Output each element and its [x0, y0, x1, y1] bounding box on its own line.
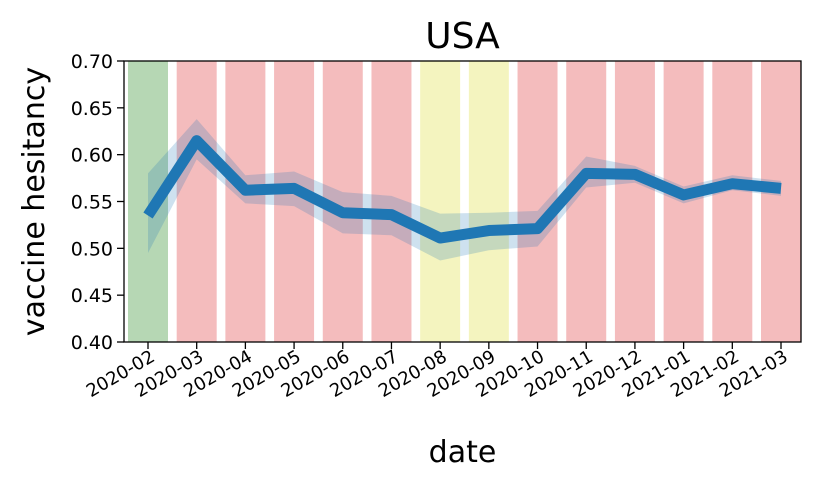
y-tick-label: 0.70: [71, 51, 113, 73]
band-2020-10: [517, 61, 558, 342]
series-line: [143, 135, 782, 244]
band-2020-05: [274, 61, 315, 342]
band-2020-08: [420, 61, 461, 342]
chart-title: USA: [425, 16, 500, 57]
y-axis: 0.40 0.45 0.50 0.55 0.60 0.65 0.70: [71, 51, 124, 354]
y-axis-label: vaccine hesitancy: [17, 67, 52, 336]
band-2020-12: [614, 61, 655, 342]
band-2021-02: [712, 61, 753, 342]
y-tick-label: 0.45: [71, 285, 113, 307]
y-tick-label: 0.55: [71, 192, 113, 214]
background-bands: [128, 61, 801, 342]
x-axis: 2020-022020-032020-042020-052020-062020-…: [83, 342, 792, 402]
y-tick-label: 0.65: [71, 98, 113, 120]
band-2020-04: [225, 61, 266, 342]
band-2020-11: [566, 61, 607, 342]
y-tick-label: 0.50: [71, 238, 113, 260]
band-2020-09: [468, 61, 509, 342]
band-2020-03: [176, 61, 217, 342]
x-axis-label: date: [429, 435, 497, 470]
band-2021-03: [761, 61, 801, 342]
band-2021-01: [663, 61, 704, 342]
y-tick-label: 0.40: [71, 332, 113, 354]
y-tick-label: 0.60: [71, 145, 113, 167]
band-2020-07: [371, 61, 412, 342]
